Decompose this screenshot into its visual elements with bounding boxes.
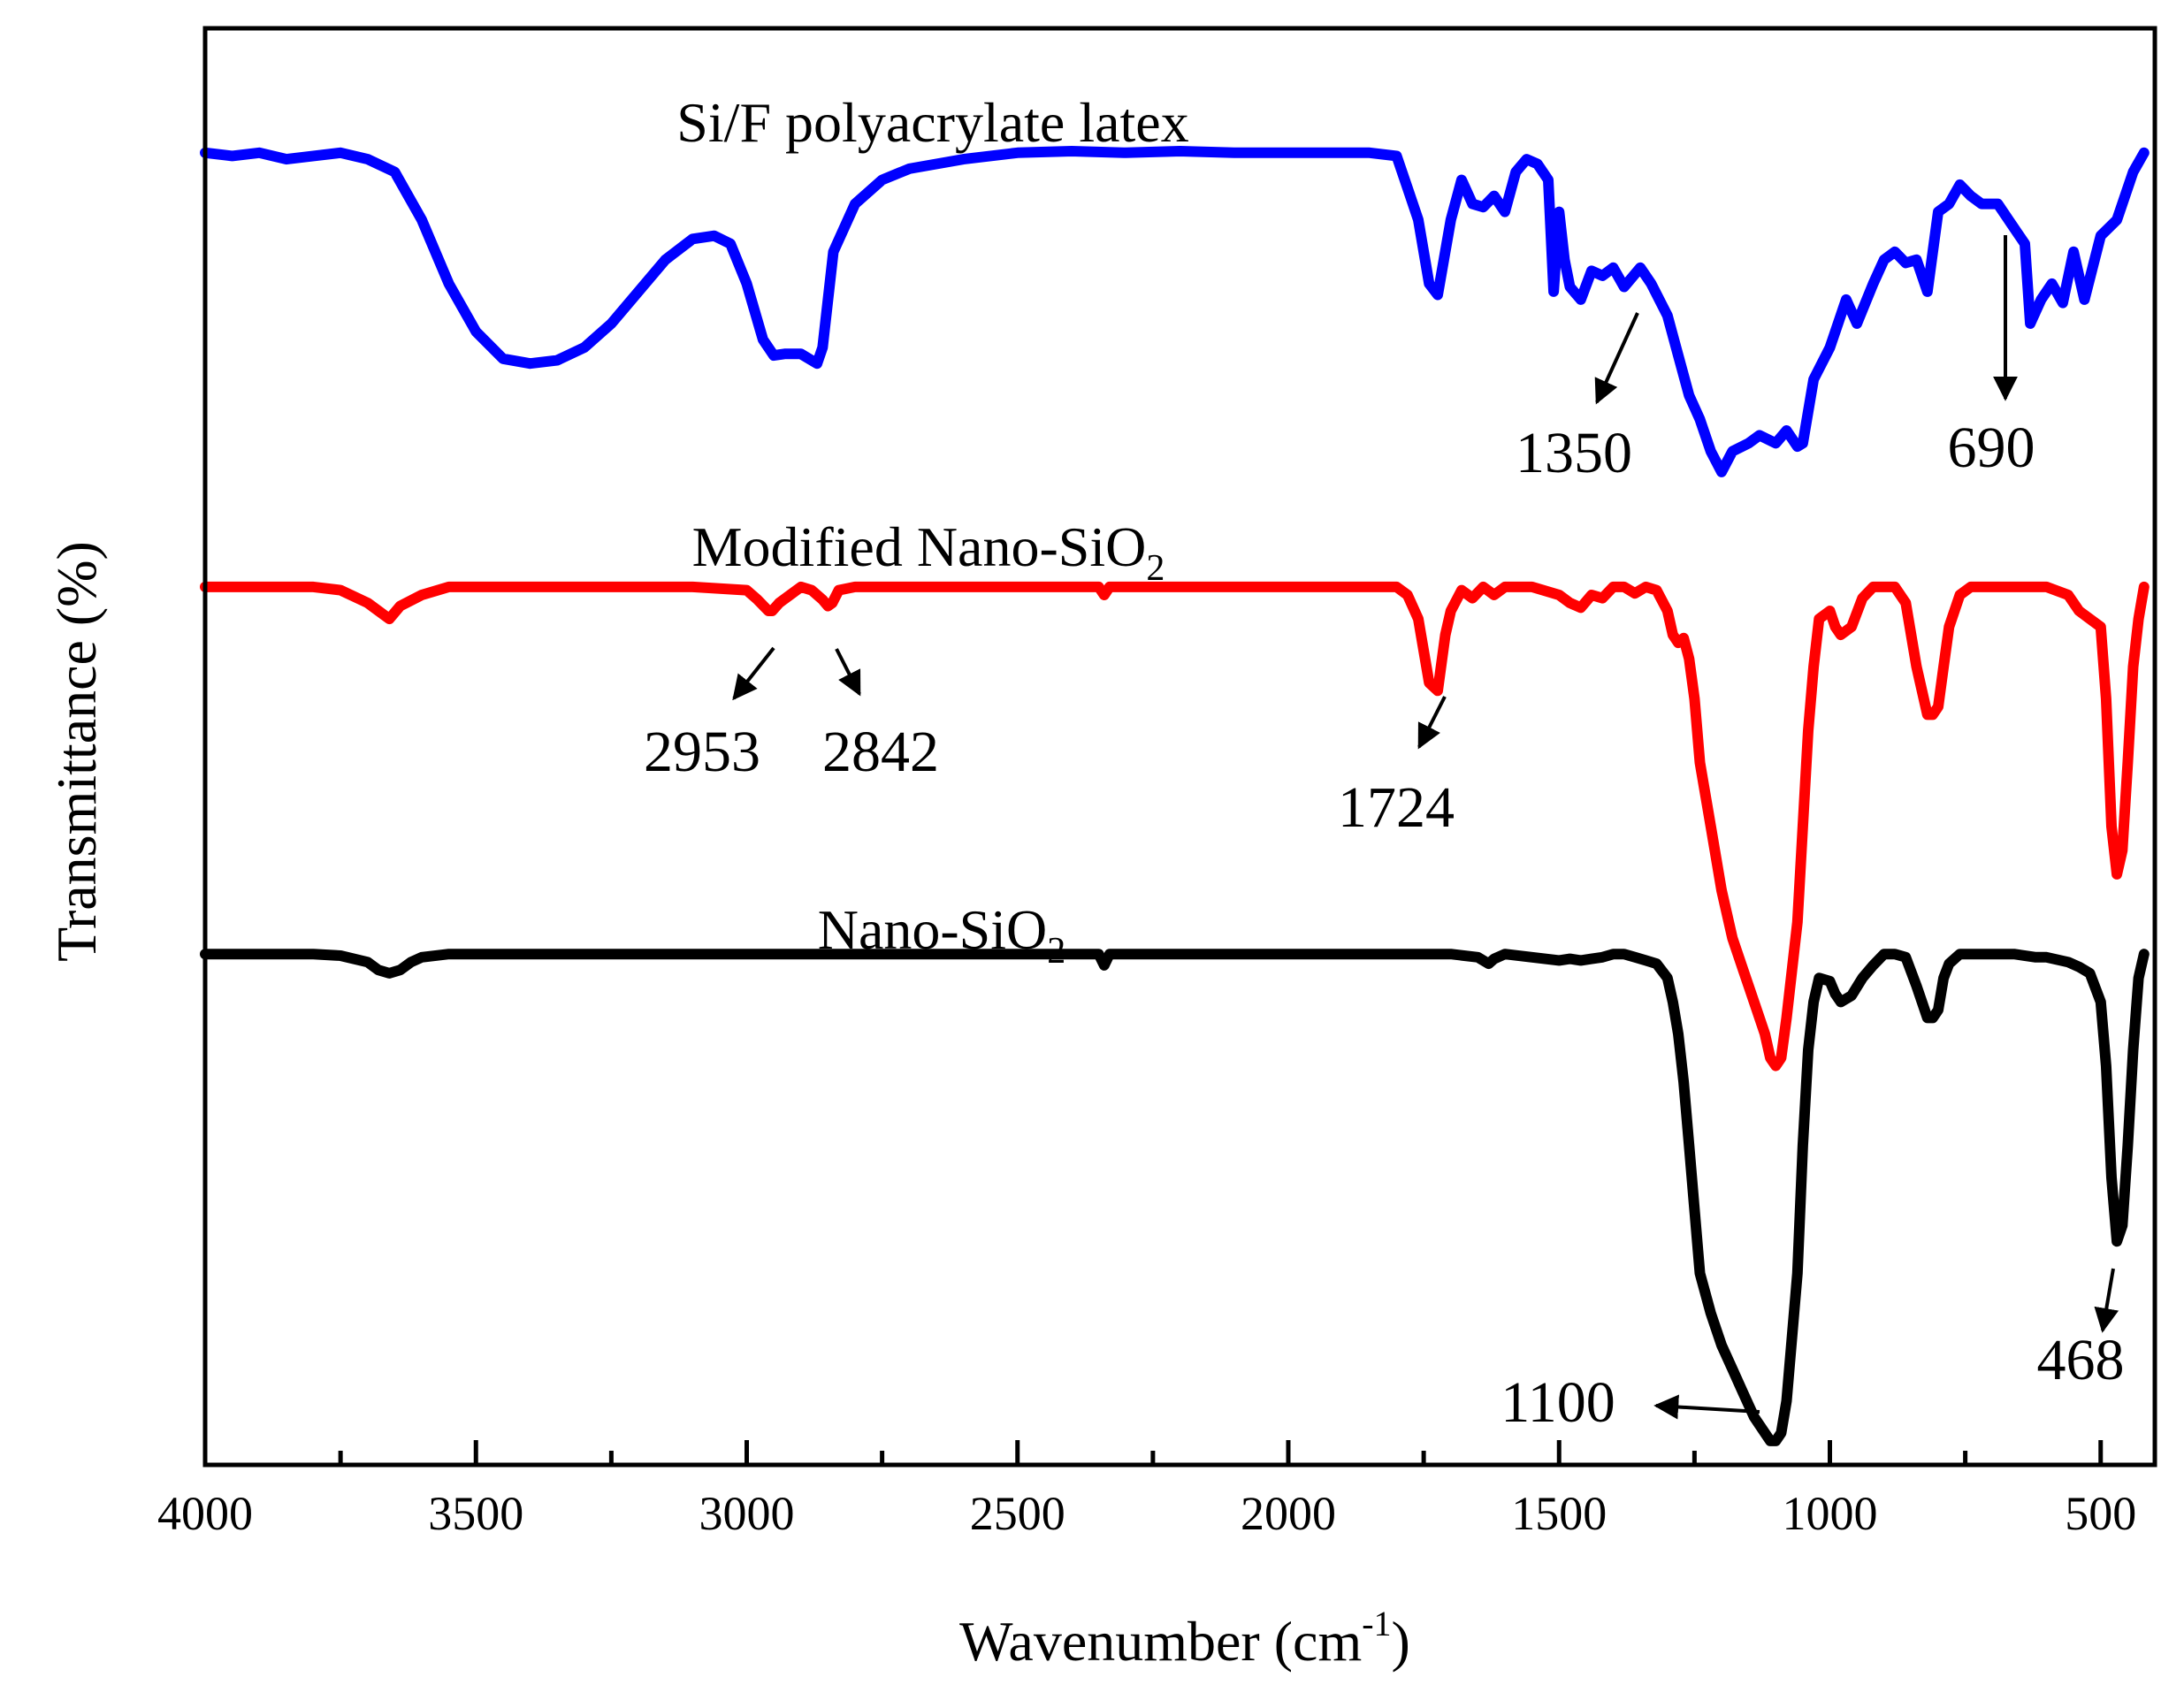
x-tick-label-1000: 1000 [1783,1487,1878,1540]
peak-annotations: 1350 690 2953 2842 1724 1100 468 [644,235,2125,1435]
series-line-nano-sio2 [200,949,2150,1446]
x-axis-title-close: ) [1392,1610,1410,1673]
x-tick-label-3500: 3500 [428,1487,523,1540]
x-tick-label-3000: 3000 [699,1487,795,1540]
x-axis-title-text: Wavenumber (cm [959,1610,1362,1673]
series-label-modified-nano-sio2: Modified Nano-SiO2 [692,515,1165,589]
x-axis-ticks [202,1440,2104,1465]
peak-label-1724: 1724 [1338,775,1455,840]
series-label-subscript: 2 [1047,931,1065,972]
series-label-si-f-polyacrylate-latex: Si/F polyacrylate latex [676,91,1188,154]
series-label-subscript: 2 [1146,548,1165,589]
peak-arrow-2953 [732,646,775,701]
peak-label-468: 468 [2037,1328,2125,1392]
x-axis-tick-labels: 4000 3500 3000 2500 2000 1500 1000 500 [157,1487,2136,1540]
x-axis-title-superscript: -1 [1362,1604,1391,1643]
x-tick-label-4000: 4000 [157,1487,253,1540]
series-line-si-f-polyacrylate-latex [200,146,2150,477]
peak-label-690: 690 [1948,416,2035,480]
peak-arrow-468 [2094,1268,2119,1333]
series-label-text: Nano-SiO [818,898,1048,961]
peak-arrow-2842 [835,648,861,697]
spectra-curves [200,146,2150,1446]
x-tick-label-1500: 1500 [1511,1487,1607,1540]
y-axis-title: Transmittance (%) [45,541,108,962]
x-tick-label-500: 500 [2065,1487,2136,1540]
peak-arrow-1724 [1417,696,1447,750]
series-label-text: Si/F polyacrylate latex [676,91,1188,154]
peak-label-2842: 2842 [822,720,939,784]
series-label-text: Modified Nano-SiO [692,515,1147,578]
series-line-modified-nano-sio2 [200,581,2150,1071]
peak-label-1100: 1100 [1501,1370,1615,1435]
peak-label-2953: 2953 [644,720,760,784]
peak-label-1350: 1350 [1516,421,1632,485]
plot-frame [202,26,2157,1468]
x-tick-label-2500: 2500 [970,1487,1065,1540]
x-tick-label-2000: 2000 [1241,1487,1336,1540]
peak-arrow-1100 [1653,1394,1760,1420]
peak-arrow-1350 [1594,312,1639,405]
x-axis-title: Wavenumber (cm-1) [959,1604,1410,1673]
series-labels: Si/F polyacrylate latex Modified Nano-SiO… [676,91,1188,972]
series-label-nano-sio2: Nano-SiO2 [818,898,1066,972]
